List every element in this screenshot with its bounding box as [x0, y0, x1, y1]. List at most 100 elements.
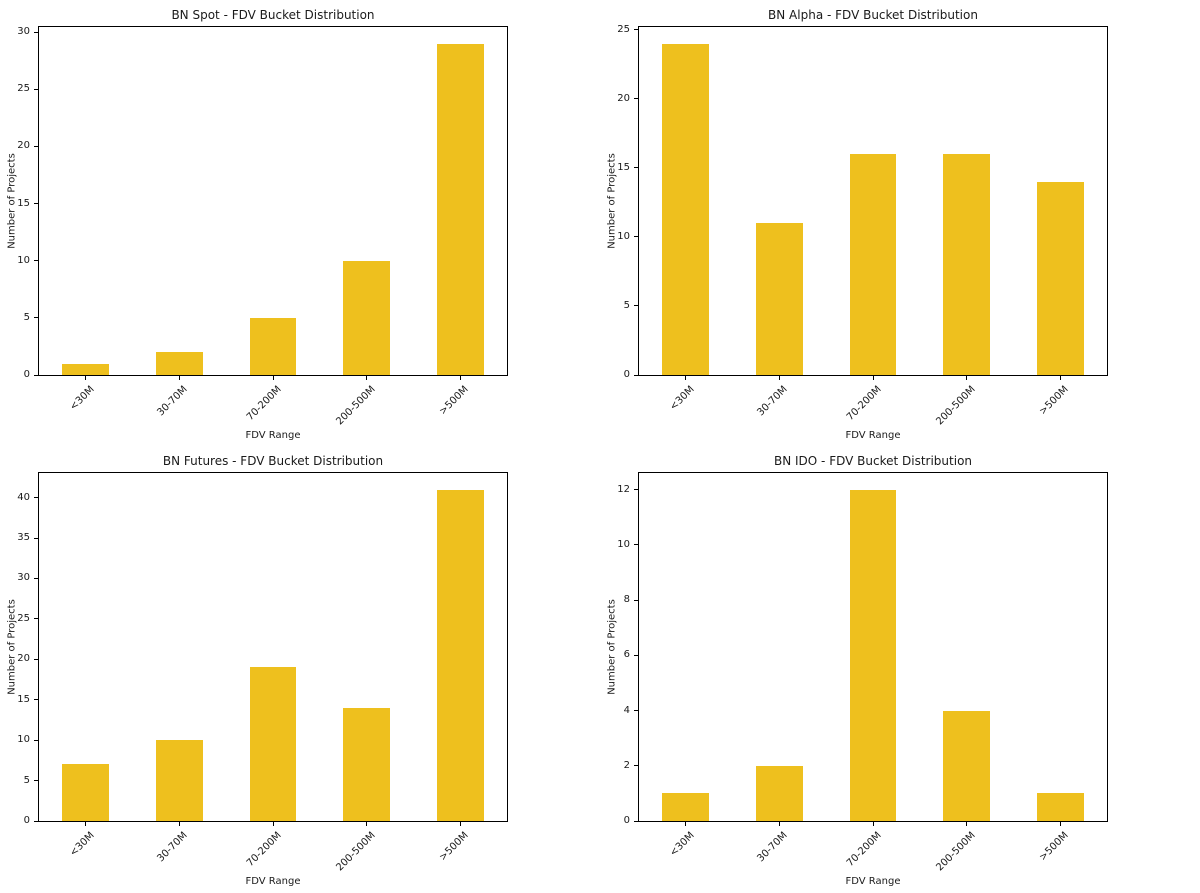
bar	[343, 707, 390, 821]
y-tick-label: 15	[17, 693, 30, 705]
y-tick-label: 0	[23, 369, 30, 380]
y-tick-mark	[34, 739, 38, 741]
y-tick-mark	[34, 88, 38, 90]
y-tick-mark	[34, 317, 38, 319]
bar	[849, 154, 897, 375]
bar	[756, 765, 803, 821]
y-tick-label: 30	[17, 572, 30, 584]
y-tick-mark	[634, 765, 638, 767]
y-tick-mark	[34, 658, 38, 660]
plot-area	[638, 472, 1108, 822]
x-tick-mark	[1059, 822, 1061, 826]
y-axis-label: Number of Projects	[6, 153, 18, 249]
y-tick-label: 5	[623, 299, 630, 311]
y-tick-label: 20	[17, 653, 30, 665]
x-tick-mark	[1059, 376, 1061, 380]
y-tick-label: 30	[17, 26, 30, 38]
y-tick-mark	[634, 29, 638, 31]
y-tick-mark	[634, 544, 638, 546]
y-tick-label: 0	[623, 815, 630, 826]
x-axis-label: FDV Range	[845, 876, 901, 887]
y-tick-mark	[34, 699, 38, 701]
y-tick-mark	[34, 577, 38, 579]
x-tick-label: 70-200M	[844, 384, 884, 423]
x-tick-mark	[85, 822, 87, 826]
y-tick-mark	[34, 618, 38, 620]
y-tick-label: 8	[623, 594, 630, 606]
plot-area	[38, 26, 508, 376]
y-axis-label: Number of Projects	[606, 153, 618, 249]
x-tick-label: >500M	[1037, 384, 1071, 418]
chart-title: BN Spot - FDV Bucket Distribution	[171, 8, 375, 22]
x-tick-mark	[272, 376, 274, 380]
x-tick-mark	[459, 376, 461, 380]
y-tick-label: 10	[17, 254, 30, 266]
y-tick-label: 10	[617, 230, 630, 242]
x-tick-mark	[85, 376, 87, 380]
y-tick-mark	[34, 497, 38, 499]
y-tick-mark	[634, 374, 638, 376]
x-tick-label: 70-200M	[244, 830, 284, 869]
x-tick-label: 200-500M	[333, 384, 378, 428]
y-axis-label: Number of Projects	[606, 599, 618, 695]
y-tick-label: 6	[623, 649, 630, 661]
bar	[436, 489, 484, 821]
y-tick-mark	[634, 167, 638, 169]
bar	[943, 710, 990, 821]
chart-cell-bn-futures: BN Futures - FDV Bucket Distribution 0 5 10…	[0, 446, 600, 892]
x-tick-mark	[872, 822, 874, 826]
bar	[156, 740, 203, 821]
bar	[943, 154, 990, 375]
y-tick-mark	[634, 305, 638, 307]
y-tick-label: 25	[617, 23, 630, 35]
x-tick-label: 70-200M	[244, 384, 284, 423]
x-tick-label: 30-70M	[155, 384, 191, 419]
bar	[1036, 793, 1084, 821]
y-tick-label: 12	[617, 483, 630, 495]
y-tick-mark	[634, 710, 638, 712]
bar	[249, 667, 297, 821]
x-tick-label: >500M	[437, 384, 471, 418]
y-tick-label: 2	[623, 759, 630, 771]
y-tick-label: 15	[17, 197, 30, 209]
y-tick-mark	[634, 236, 638, 238]
bar	[756, 223, 803, 375]
x-tick-label: 200-500M	[933, 384, 978, 428]
bar	[343, 260, 390, 375]
x-tick-label: <30M	[67, 384, 97, 413]
x-tick-label: 200-500M	[333, 830, 378, 874]
y-tick-mark	[634, 820, 638, 822]
y-tick-mark	[634, 599, 638, 601]
x-axis-label: FDV Range	[245, 876, 301, 887]
y-tick-label: 25	[17, 83, 30, 95]
bar	[1036, 181, 1084, 375]
y-tick-label: 4	[623, 704, 630, 716]
x-tick-label: 30-70M	[155, 830, 191, 865]
y-tick-label: 35	[17, 532, 30, 544]
y-tick-label: 0	[623, 369, 630, 380]
bar	[249, 317, 297, 375]
x-tick-mark	[272, 822, 274, 826]
y-tick-label: 0	[23, 815, 30, 826]
chart-cell-bn-spot: BN Spot - FDV Bucket Distribution 0 5 10 15 2…	[0, 0, 600, 446]
x-tick-label: <30M	[667, 830, 697, 859]
x-tick-mark	[685, 822, 687, 826]
bar	[62, 764, 110, 821]
bar	[849, 489, 897, 821]
x-tick-mark	[459, 822, 461, 826]
chart-cell-bn-ido: BN IDO - FDV Bucket Distribution 0 2 4 6 8 10 1…	[600, 446, 1200, 892]
y-tick-mark	[634, 98, 638, 100]
chart-cell-bn-alpha: BN Alpha - FDV Bucket Distribution 0 5 10 15…	[600, 0, 1200, 446]
x-axis-label: FDV Range	[245, 430, 301, 441]
y-tick-mark	[634, 654, 638, 656]
bar	[62, 363, 110, 375]
y-tick-mark	[34, 145, 38, 147]
chart-title: BN Alpha - FDV Bucket Distribution	[768, 8, 978, 22]
y-tick-mark	[34, 780, 38, 782]
y-tick-label: 10	[617, 538, 630, 550]
y-tick-mark	[34, 260, 38, 262]
bar	[662, 43, 710, 375]
x-axis-label: FDV Range	[845, 430, 901, 441]
x-tick-mark	[366, 822, 368, 826]
